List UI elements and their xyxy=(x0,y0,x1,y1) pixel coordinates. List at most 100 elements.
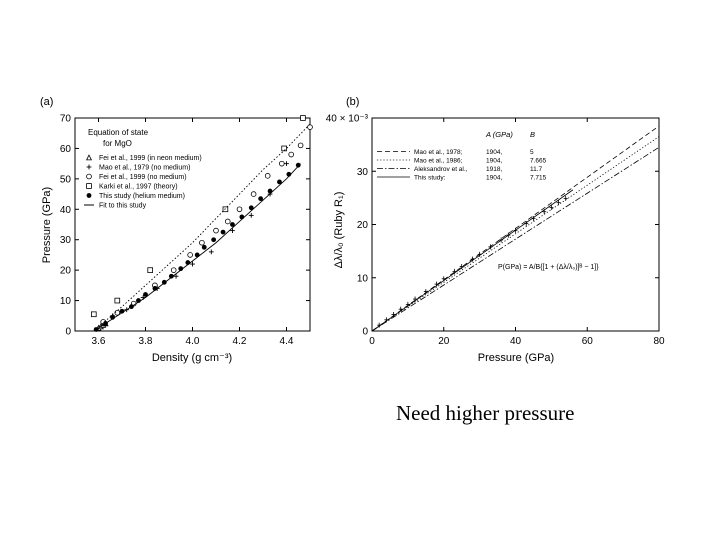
triangle-point xyxy=(85,154,93,161)
legend-title-line1: Equation of state xyxy=(88,128,149,137)
open-circle-point xyxy=(264,173,271,179)
filled-circle-point xyxy=(211,237,217,243)
open-circle-point xyxy=(213,227,219,234)
y-tick-label: 50 xyxy=(60,174,72,185)
filled-circle-point xyxy=(277,179,282,185)
open-circle-point xyxy=(187,252,193,258)
series-line-dash-dot xyxy=(371,146,660,332)
legend-entry-a: 1904, xyxy=(486,158,502,165)
open-circle-point xyxy=(307,124,313,130)
legend-header-a: A (GPa) xyxy=(485,130,513,139)
y-tick-label: 0 xyxy=(65,327,71,338)
panel-b-chart: (b) 0 20 40 60 80 0 10 20 30 40 × 10⁻³ A (GPa) B Ma… xyxy=(326,96,665,364)
filled-circle-point xyxy=(295,162,301,168)
panel-b-ticks: 0 20 40 60 80 0 10 20 30 40 × 10⁻³ xyxy=(326,114,665,348)
y-tick-label: 30 xyxy=(357,167,369,178)
legend-title-line2: for MgO xyxy=(103,139,132,148)
panel-b-series xyxy=(371,125,660,332)
legend-entry-b: 7.715 xyxy=(530,175,547,182)
legend-entry-b: 11.7 xyxy=(530,166,543,173)
legend-entry: This study (helium medium) xyxy=(99,193,185,200)
y-tick-label: 40 × 10⁻³ xyxy=(326,114,369,125)
x-tick-label: 60 xyxy=(582,336,594,347)
x-tick-label: 20 xyxy=(438,336,450,347)
filled-circle-point xyxy=(239,214,245,220)
open-circle-point xyxy=(224,218,231,225)
y-tick-label: 10 xyxy=(60,296,72,307)
fit-line xyxy=(93,163,301,332)
legend-header-b: B xyxy=(530,130,535,139)
y-tick-label: 0 xyxy=(362,327,368,338)
filled-circle-point xyxy=(178,266,184,272)
filled-circle-point xyxy=(86,193,92,198)
open-circle-point xyxy=(250,191,257,197)
filled-circle-point xyxy=(248,205,254,211)
open-circle-point xyxy=(297,142,304,149)
legend-entry-a: 1918, xyxy=(486,166,502,173)
y-tick-label: 20 xyxy=(357,220,369,231)
filled-circle-point xyxy=(220,229,226,235)
square-point xyxy=(147,267,154,273)
legend-entry-b: 5 xyxy=(530,149,534,156)
legend-entry: Mao et al., 1979 (no medium) xyxy=(99,165,190,172)
square-point xyxy=(300,115,306,121)
series-line-dotted xyxy=(371,136,660,332)
x-tick-label: 4.4 xyxy=(280,336,294,347)
legend-entry: Fit to this study xyxy=(99,203,147,210)
panel-a-label: (a) xyxy=(40,96,53,108)
panel-a-x-axis-label: Density (g cm⁻³) xyxy=(152,352,232,364)
filled-circle-point xyxy=(230,222,235,227)
panel-a-chart: (a) 3.6 3.8 4.0 4.2 4.4 0 10 20 30 40 50 60 70 Equat… xyxy=(40,96,313,364)
open-circle-point xyxy=(170,267,177,273)
open-circle-point xyxy=(199,239,205,246)
panel-a-legend: Equation of state for MgO Fei et al., 1999… xyxy=(84,128,202,210)
legend-entry-name: Mao et al., 1986; xyxy=(414,158,463,165)
panel-b-y-axis-label: Δλ/λ₀ (Ruby R₁) xyxy=(333,192,345,269)
y-tick-label: 60 xyxy=(60,144,72,155)
slide-caption: Need higher pressure xyxy=(396,401,575,425)
legend-entry-name: Aleksandrov et al., xyxy=(414,166,468,173)
legend-entry: Karki et al., 1997 (theory) xyxy=(99,184,178,191)
x-tick-label: 0 xyxy=(369,336,375,347)
open-circle-point xyxy=(86,173,92,180)
square-point xyxy=(91,311,97,318)
legend-entry: Fei et al., 1999 (no medium) xyxy=(99,174,187,181)
panel-a-ticks: 3.6 3.8 4.0 4.2 4.4 0 10 20 30 40 50 60 70 xyxy=(60,114,310,347)
panel-b-x-axis-label: Pressure (GPa) xyxy=(478,352,554,364)
open-circle-point xyxy=(114,309,121,316)
y-tick-label: 10 xyxy=(357,273,369,284)
square-point xyxy=(114,297,121,304)
filled-circle-point xyxy=(168,273,174,279)
square-point xyxy=(281,145,287,152)
panel-a-y-axis-label: Pressure (GPa) xyxy=(41,187,53,263)
panel-b-legend: A (GPa) B Mao et al., 1978; 1904, 5 Mao et al… xyxy=(377,130,547,182)
y-tick-label: 40 xyxy=(60,205,72,216)
dotted-curve xyxy=(93,123,311,332)
panel-a-series xyxy=(91,115,313,332)
filled-circle-point xyxy=(201,244,207,250)
open-circle-point xyxy=(288,151,295,158)
x-tick-label: 80 xyxy=(653,336,665,347)
open-circle-point xyxy=(236,206,243,213)
legend-entry-a: 1904, xyxy=(486,149,502,156)
x-tick-label: 4.0 xyxy=(186,336,200,347)
legend-entry-name: Mao et al., 1978; xyxy=(414,149,463,156)
panel-a-frame xyxy=(74,117,311,332)
legend-entry: Fei et al., 1999 (in neon medium) xyxy=(99,155,202,162)
x-tick-label: 40 xyxy=(510,336,522,347)
legend-entry-b: 7.665 xyxy=(530,158,547,165)
x-tick-label: 4.2 xyxy=(233,336,247,347)
filled-circle-point xyxy=(143,292,148,297)
x-tick-label: 3.6 xyxy=(92,336,106,347)
open-circle-point xyxy=(278,160,285,167)
y-tick-label: 70 xyxy=(60,114,72,125)
y-tick-label: 20 xyxy=(60,266,72,277)
filled-circle-point xyxy=(258,196,264,202)
panel-b-equation: P(GPa) = A/B{[1 + (Δλ/λ₀)]ᴮ − 1]} xyxy=(498,264,599,271)
square-point xyxy=(86,183,92,189)
y-tick-label: 30 xyxy=(60,235,72,246)
legend-entry-name: This study: xyxy=(414,175,446,182)
panel-b-label: (b) xyxy=(346,96,359,108)
legend-entry-a: 1904, xyxy=(486,175,502,182)
